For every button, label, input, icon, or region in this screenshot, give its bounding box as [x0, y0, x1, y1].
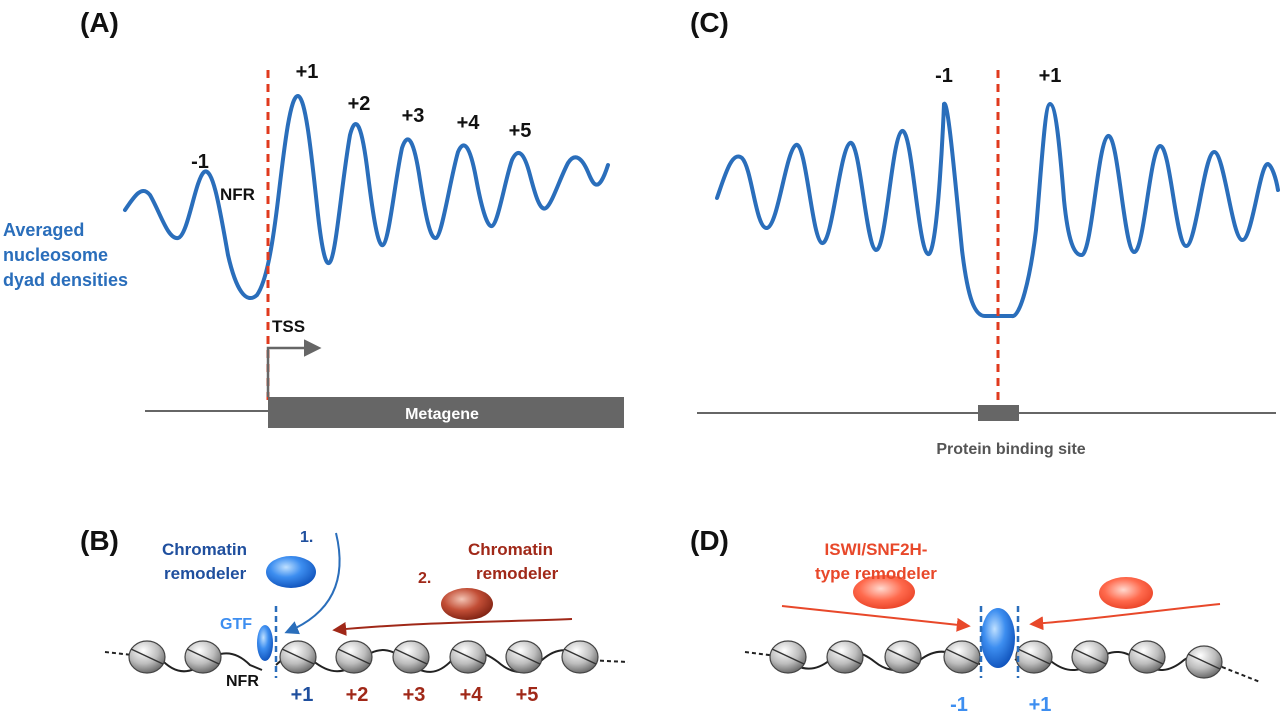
- panel-b-step-2-label: 2.: [418, 570, 431, 587]
- panel-b-nfr-label: NFR: [226, 673, 259, 690]
- panel-a-y-label-line: Averaged: [3, 220, 84, 240]
- panel-a-y-label-line: dyad densities: [3, 270, 128, 290]
- panel-c-peak-label: -1: [935, 65, 953, 87]
- panel-b-nucleosome: [128, 640, 166, 674]
- panel-d-nucleosome: [1185, 645, 1223, 679]
- panel-d-nucleosome: [1015, 640, 1053, 674]
- panel-a-y-label-line: nucleosome: [3, 245, 108, 265]
- panel-d-position-label: +1: [1029, 694, 1052, 716]
- panel-b-position-label: +3: [403, 684, 426, 706]
- panel-d-remodeler-label: ISWI/SNF2H-: [825, 540, 928, 559]
- panel-b-position-label: +5: [516, 684, 539, 706]
- panel-b-nucleosome: [335, 640, 373, 674]
- panel-c-binding-site-box: [978, 405, 1019, 421]
- panel-c-binding-site-label: Protein binding site: [936, 441, 1085, 458]
- panel-d-nucleosome: [769, 640, 807, 674]
- panel-b-nucleosome: [184, 640, 222, 674]
- panel-a-metagene-label: Metagene: [405, 406, 479, 423]
- panel-a-peak-label: +4: [457, 112, 481, 134]
- panel-d-bound-protein-shape: [981, 608, 1015, 668]
- panel-b-step-1-arrow: [284, 532, 341, 635]
- panel-b-remodeler-2-label: Chromatin: [468, 540, 553, 559]
- panel-d-arrow-left: [781, 605, 971, 632]
- panel-d-dna-linker: [784, 650, 981, 671]
- panel-d-nucleosome: [1128, 640, 1166, 674]
- panel-b-gtf-label: GTF: [220, 616, 252, 633]
- panel-b-position-label: +2: [346, 684, 369, 706]
- panel-a-peak-label: +3: [402, 105, 425, 127]
- panel-d-remodeler-right-shape: [1099, 577, 1153, 609]
- panel-b-gtf-shape: [257, 625, 273, 661]
- panel-b-step-2-arrow: [332, 618, 573, 636]
- panel-d-dna-end: [1221, 666, 1261, 683]
- panel-a-peak-label: +2: [348, 93, 371, 115]
- panel-c-letter: (C): [690, 7, 729, 38]
- panel-d-position-label: -1: [950, 694, 968, 716]
- panel-a-tss-label: TSS: [272, 317, 305, 336]
- panel-b-nucleosome: [392, 640, 430, 674]
- panel-c-density-curve: [715, 101, 1280, 319]
- panel-c: (C) Protein binding site -1 +1: [690, 7, 1280, 458]
- panel-d-nucleosome: [943, 640, 981, 674]
- panel-d: (D): [690, 525, 1261, 716]
- panel-b-remodeler-1-label: Chromatin: [162, 540, 247, 559]
- panel-b-remodeler-1-label: remodeler: [164, 564, 247, 583]
- panel-b: (B): [80, 525, 629, 706]
- panel-d-nucleosome: [884, 640, 922, 674]
- panel-b-remodeler-2-label: remodeler: [476, 564, 559, 583]
- panel-d-letter: (D): [690, 525, 729, 556]
- panel-a-nfr-label: NFR: [220, 185, 255, 204]
- panel-b-nucleosome: [449, 640, 487, 674]
- panel-b-nucleosome: [505, 640, 543, 674]
- panel-b-step-1-label: 1.: [300, 529, 313, 546]
- panel-d-nucleosome: [1071, 640, 1109, 674]
- panel-d-remodeler-left-shape: [853, 575, 915, 609]
- panel-a-metagene-box: [268, 397, 624, 428]
- panel-d-arrow-right: [1029, 603, 1221, 631]
- panel-b-remodeler-1-shape: [266, 556, 316, 588]
- panel-b-position-label: +1: [291, 684, 314, 706]
- panel-a: (A) Metagene TSS NFR -1 +1 +2 +3 +4 +5 A…: [3, 7, 624, 428]
- panel-a-density-curve: [123, 94, 610, 300]
- panel-b-letter: (B): [80, 525, 119, 556]
- panel-b-position-label: +4: [460, 684, 484, 706]
- panel-a-peak-label: +5: [509, 120, 532, 142]
- panel-a-peak-label: -1: [191, 151, 209, 173]
- panel-a-tss-arrow: [266, 339, 322, 397]
- panel-d-nucleosome: [826, 640, 864, 674]
- panel-a-letter: (A): [80, 7, 119, 38]
- panel-b-remodeler-2-shape: [441, 588, 493, 620]
- panel-c-peak-label: +1: [1039, 65, 1062, 87]
- panel-d-remodeler-label: type remodeler: [815, 564, 937, 583]
- panel-b-nucleosome: [279, 640, 317, 674]
- panel-a-peak-label: +1: [296, 61, 319, 83]
- panel-b-nucleosome: [561, 640, 599, 674]
- panel-b-dna-end: [104, 651, 161, 659]
